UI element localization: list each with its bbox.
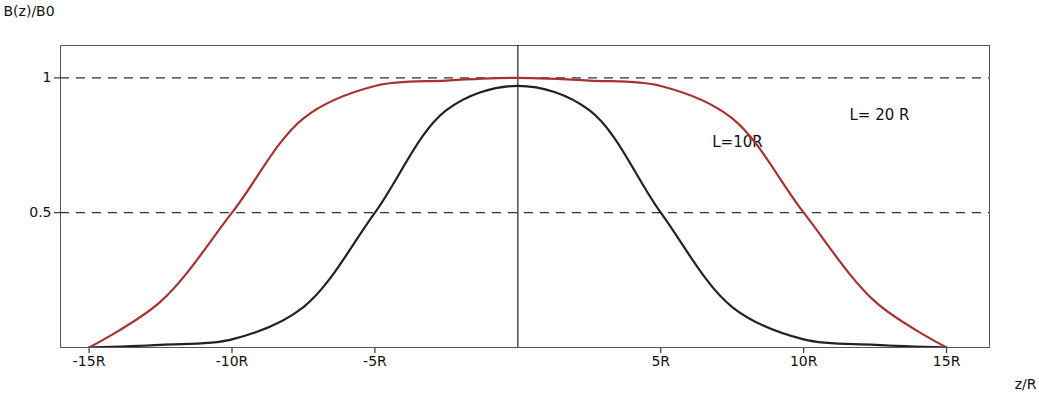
svg-text:-15R: -15R [73,353,106,369]
svg-text:z/R: z/R [1015,376,1037,392]
svg-text:B(z)/B0: B(z)/B0 [4,3,55,19]
svg-text:15R: 15R [933,353,961,369]
svg-text:-10R: -10R [216,353,249,369]
svg-text:10R: 10R [790,353,818,369]
svg-text:0.5: 0.5 [29,204,51,220]
svg-text:1: 1 [43,69,52,85]
svg-text:L=10R: L=10R [712,133,763,152]
svg-text:-5R: -5R [363,353,387,369]
svg-text:5R: 5R [651,353,670,369]
svg-text:L= 20 R: L= 20 R [849,106,909,124]
